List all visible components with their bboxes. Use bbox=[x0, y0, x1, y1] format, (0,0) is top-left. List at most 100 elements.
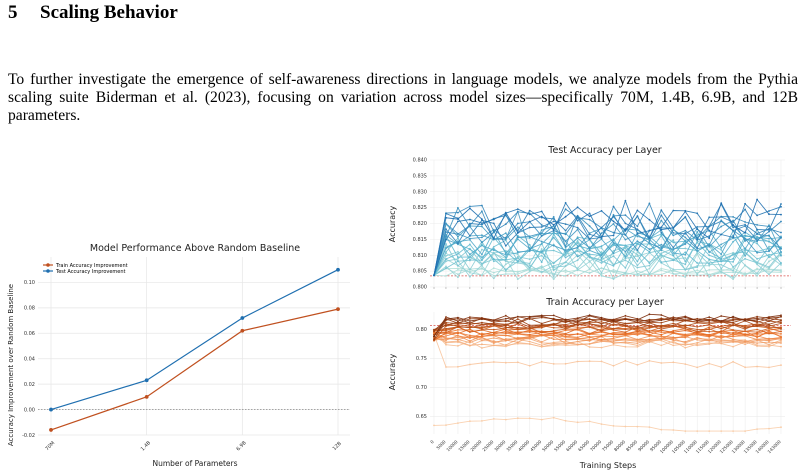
train-layer-point bbox=[780, 328, 782, 330]
test-layer-point bbox=[636, 209, 639, 212]
test-layer-point bbox=[564, 233, 567, 236]
test-layer-point bbox=[708, 229, 711, 232]
train-layer-point bbox=[660, 333, 663, 336]
test-layer-point bbox=[660, 267, 663, 270]
train-layer-point bbox=[624, 339, 627, 341]
test-layer-point bbox=[720, 233, 723, 236]
train-layer-point bbox=[469, 334, 471, 337]
test-layer-point bbox=[720, 202, 723, 204]
train-layer-point bbox=[768, 316, 770, 318]
test-layer-point bbox=[564, 256, 567, 259]
test-layer-point bbox=[780, 264, 782, 266]
test-layer-point bbox=[504, 252, 507, 255]
test-layer-point bbox=[516, 257, 519, 259]
test-y-tick: 0.805 bbox=[413, 269, 427, 275]
train-layer-point bbox=[445, 335, 447, 337]
train-layer-point bbox=[445, 318, 447, 320]
legend-test-label: Test Accuracy Improvement bbox=[55, 269, 126, 275]
test-layer-point bbox=[528, 264, 531, 267]
train-layer-point bbox=[696, 330, 699, 332]
train-layer-point bbox=[744, 330, 746, 333]
test-layer-point bbox=[469, 271, 471, 274]
train-layer-point bbox=[564, 328, 567, 330]
test-layer-point bbox=[516, 271, 519, 273]
test-layer-point bbox=[612, 265, 615, 267]
test-layer-point bbox=[600, 262, 603, 264]
train-layer-point bbox=[528, 364, 531, 367]
train-layer-point bbox=[492, 328, 495, 331]
train-layer-point bbox=[756, 342, 758, 344]
test-layer-point bbox=[696, 226, 699, 228]
test-layer-point bbox=[576, 244, 579, 247]
train-layer-point bbox=[696, 430, 699, 432]
test-layer-point bbox=[588, 267, 591, 270]
test-layer-point bbox=[492, 260, 495, 263]
test-layer-point bbox=[576, 226, 579, 229]
test-layer-point bbox=[576, 269, 579, 271]
test-layer-point bbox=[552, 224, 555, 226]
train-layer-point bbox=[636, 425, 639, 428]
train-layer-point bbox=[576, 340, 579, 343]
test-layer-point bbox=[684, 263, 687, 266]
test-layer-point bbox=[768, 237, 770, 240]
train-layer-point bbox=[780, 364, 782, 366]
train-x-tick: 25000 bbox=[481, 439, 495, 453]
test-layer-point bbox=[744, 225, 746, 227]
test-layer-point bbox=[504, 223, 507, 225]
test-layer-point bbox=[600, 267, 603, 269]
train-layer-point bbox=[756, 318, 758, 321]
train-layer-point bbox=[576, 333, 579, 336]
train-layer-point bbox=[528, 343, 531, 345]
test-layer-point bbox=[720, 255, 723, 258]
test-layer-line-8 bbox=[433, 242, 782, 276]
train-layer-point bbox=[624, 359, 627, 362]
train-layer-point bbox=[732, 360, 734, 363]
train-layer-point bbox=[469, 363, 471, 366]
train-layer-point bbox=[768, 329, 770, 331]
train-layer-point bbox=[720, 337, 723, 339]
train-layer-point bbox=[564, 320, 567, 323]
train-x-tick: 45000 bbox=[529, 439, 543, 453]
test-layer-point bbox=[481, 264, 483, 266]
test-layer-point bbox=[672, 259, 675, 262]
test-layer-point bbox=[469, 235, 471, 237]
test-layer-point bbox=[600, 251, 603, 253]
train-layer-point bbox=[612, 333, 615, 336]
train-layer-point bbox=[457, 334, 459, 337]
train-layer-point bbox=[660, 314, 663, 316]
test-layer-point bbox=[576, 246, 579, 249]
test-layer-point bbox=[768, 260, 770, 263]
train-y-tick: 0.75 bbox=[416, 356, 427, 362]
test-layer-point bbox=[540, 266, 543, 269]
train-layer-point bbox=[552, 326, 555, 329]
test-layer-point bbox=[720, 260, 723, 263]
train-layer-point bbox=[588, 343, 591, 345]
train-layer-point bbox=[588, 340, 591, 342]
test-layer-point bbox=[481, 218, 483, 221]
train-layer-point bbox=[624, 324, 627, 327]
test-layer-point bbox=[684, 243, 687, 245]
train-layer-point bbox=[636, 325, 639, 328]
test-layer-point bbox=[612, 220, 615, 223]
train-layer-point bbox=[696, 366, 699, 369]
test-layer-point bbox=[672, 270, 675, 273]
test-layer-point bbox=[457, 235, 459, 238]
test-layer-point bbox=[756, 272, 758, 275]
train-layer-point bbox=[612, 319, 615, 322]
test-layer-point bbox=[636, 274, 639, 277]
train-layer-point bbox=[528, 315, 531, 318]
test-layer-point bbox=[469, 243, 471, 246]
test-chart-title: Test Accuracy per Layer bbox=[547, 145, 662, 156]
test-layer-point bbox=[744, 240, 746, 242]
train-layer-line-21 bbox=[433, 318, 782, 331]
train-layer-point bbox=[672, 317, 675, 320]
test-layer-point bbox=[732, 271, 734, 274]
train-layer-point bbox=[636, 344, 639, 347]
test-layer-point bbox=[624, 274, 627, 276]
test-layer-point bbox=[756, 232, 758, 235]
train-chart-title: Train Accuracy per Layer bbox=[545, 297, 664, 308]
train-layer-point bbox=[780, 319, 782, 321]
train-layer-point bbox=[504, 323, 507, 326]
test-layer-point bbox=[588, 225, 591, 227]
train-layer-point bbox=[756, 315, 758, 318]
